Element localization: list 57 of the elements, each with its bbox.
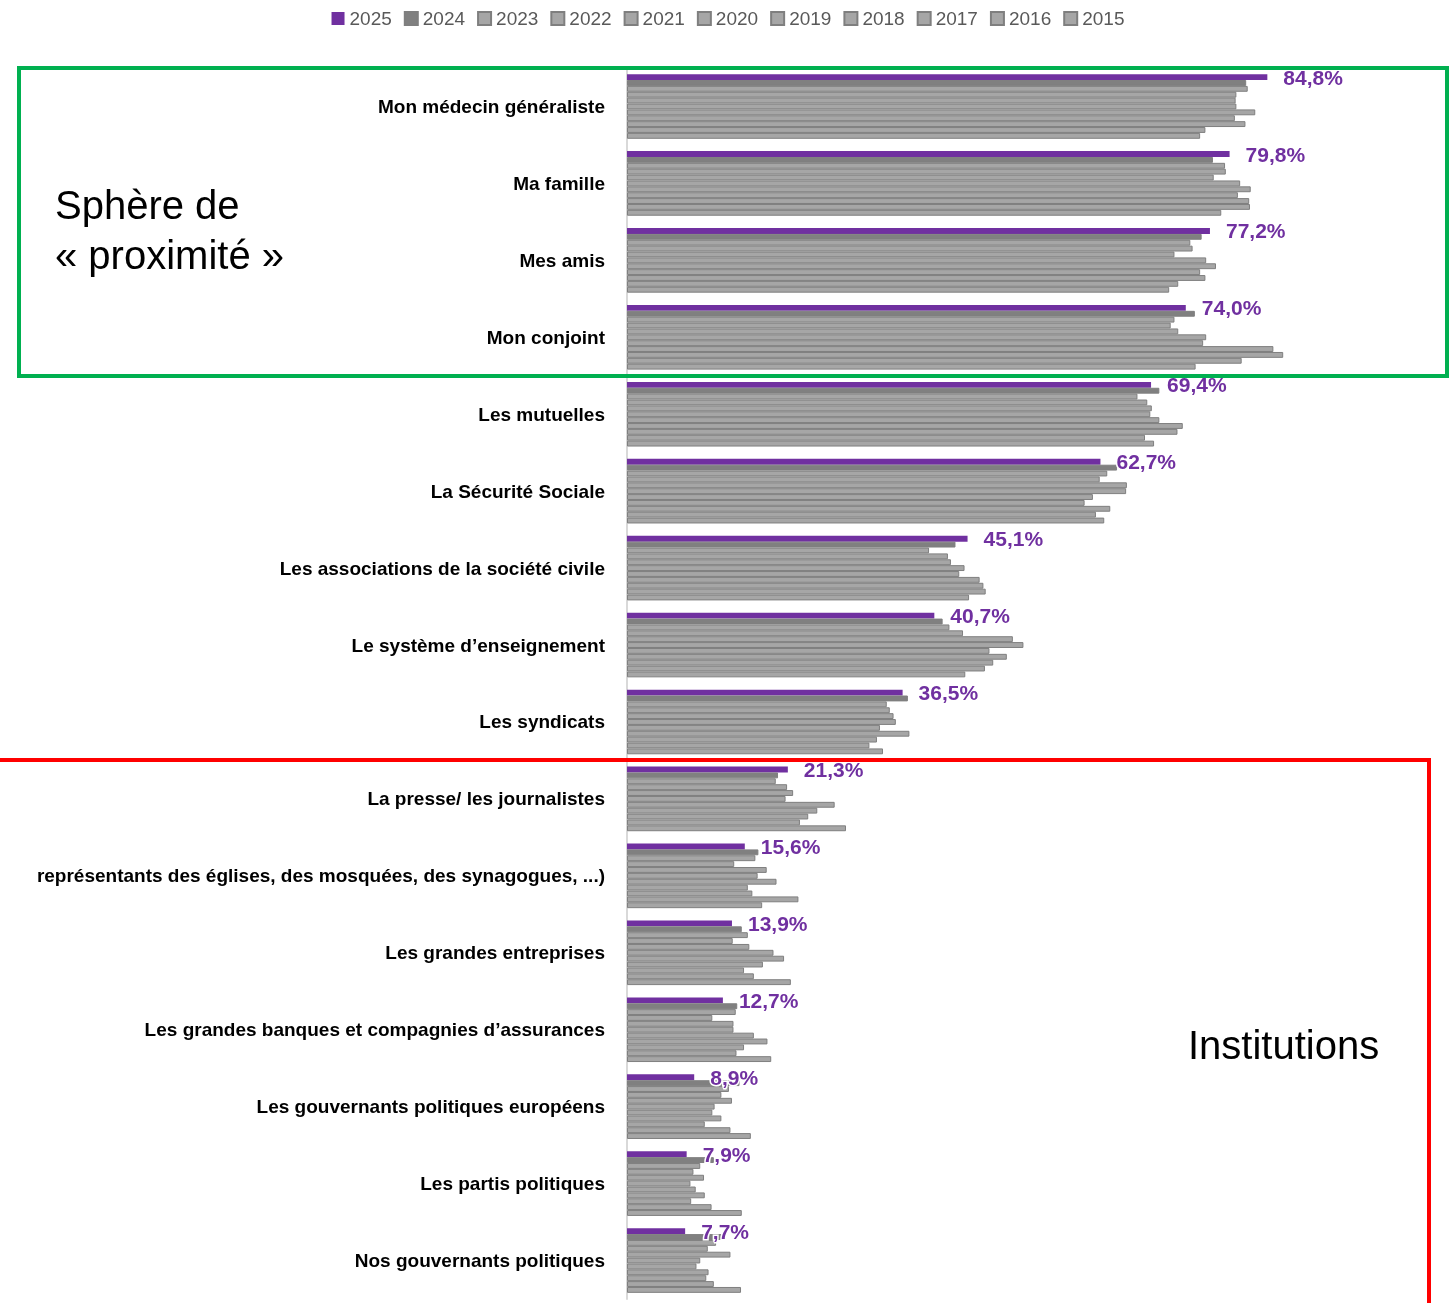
legend-label: 2016 — [1008, 8, 1052, 29]
bar — [627, 997, 723, 1004]
legend-label: 2022 — [569, 8, 612, 29]
data-label: 77,2% — [1225, 219, 1286, 243]
y-tick-label: Les partis politiques — [420, 1173, 605, 1195]
y-tick-label: Les grandes banques et compagnies d’assurances — [144, 1019, 605, 1041]
data-label: 21,3% — [803, 758, 864, 782]
bar — [627, 1151, 687, 1158]
data-label: 12,7% — [738, 988, 799, 1012]
legend-label: 2019 — [789, 8, 832, 29]
bar — [627, 1074, 695, 1081]
data-label: 74,0% — [1201, 296, 1262, 320]
legend-label: 2018 — [862, 8, 905, 29]
legend-label: 2024 — [422, 8, 466, 29]
data-label: 62,7% — [1116, 450, 1177, 474]
y-tick-label: La presse/ les journalistes — [367, 788, 605, 810]
data-label: 45,1% — [983, 527, 1044, 551]
legend-label: 2017 — [935, 8, 978, 29]
data-label: 15,6% — [760, 834, 821, 858]
data-label: 36,5% — [918, 681, 979, 705]
y-tick-label: Mon médecin généraliste — [377, 95, 605, 117]
data-label: 79,8% — [1245, 142, 1306, 166]
data-label: 40,7% — [950, 604, 1011, 628]
bar — [627, 1228, 686, 1235]
y-tick-label: Les syndicats — [479, 711, 605, 733]
bar — [627, 74, 1268, 81]
data-label: 84,8% — [1283, 65, 1344, 89]
y-tick-label: représentants des églises, des mosquées, des synagogues, ...) — [36, 865, 605, 887]
y-tick-label: Mon conjoint — [486, 326, 606, 348]
annotation: Institutions — [1188, 1022, 1381, 1069]
bar — [627, 535, 968, 542]
data-label: 7,7% — [701, 1219, 750, 1243]
legend-label: 2020 — [715, 8, 759, 29]
text: Sphère de « proximité » — [55, 182, 285, 279]
y-tick-label: Les mutuelles — [478, 403, 605, 425]
data-label: 8,9% — [710, 1065, 759, 1089]
bar — [627, 920, 732, 927]
legend-label: 2015 — [1082, 8, 1125, 29]
data-label: 13,9% — [747, 911, 808, 935]
bar — [627, 228, 1210, 234]
bar — [627, 151, 1230, 157]
y-tick-label: La Sécurité Sociale — [430, 480, 605, 502]
y-tick-label: Les grandes entreprises — [385, 942, 605, 964]
bar — [627, 381, 1152, 388]
legend-label: 2025 — [349, 8, 392, 29]
y-tick-label: Ma famille — [513, 172, 605, 194]
bar — [627, 304, 1186, 311]
y-tick-label: Les gouvernants politiques européens — [256, 1096, 605, 1118]
legend-label: 2021 — [642, 8, 685, 29]
bar — [627, 458, 1101, 465]
y-tick-label: Mes amis — [519, 249, 605, 271]
data-label: 69,4% — [1167, 373, 1227, 397]
data-label: 7,9% — [702, 1142, 751, 1166]
legend-label: 2023 — [496, 8, 539, 29]
y-tick-label: Nos gouvernants politiques — [354, 1250, 605, 1272]
y-tick-label: Les associations de la société civile — [279, 557, 605, 579]
y-tick-label: Le système d’enseignement — [351, 634, 606, 656]
